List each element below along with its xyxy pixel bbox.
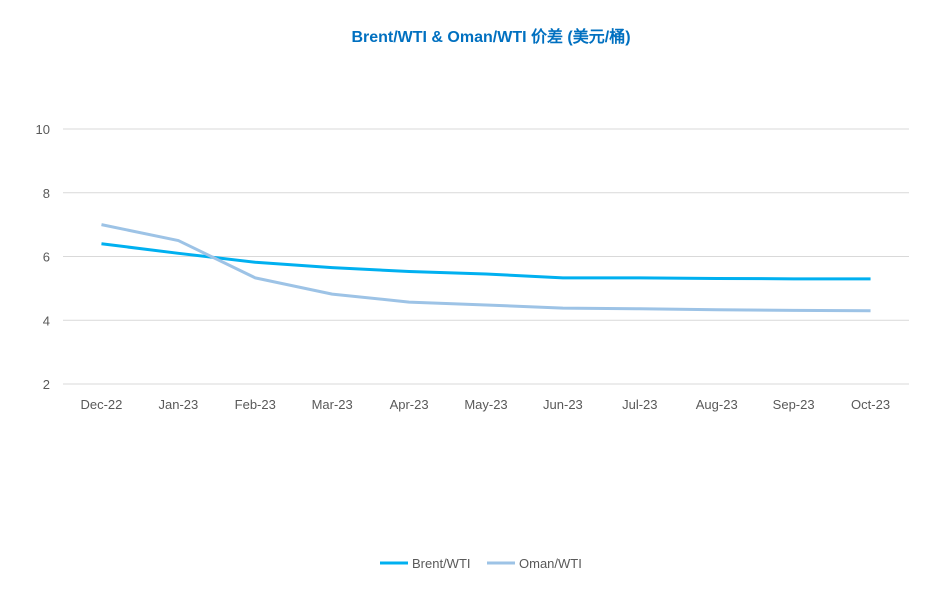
y-tick-label: 4 — [43, 313, 50, 328]
y-tick-label: 8 — [43, 186, 50, 201]
x-tick-label: Dec-22 — [80, 397, 122, 412]
x-tick-label: Sep-23 — [773, 397, 815, 412]
legend-label: Oman/WTI — [519, 556, 582, 571]
x-tick-label: Jul-23 — [622, 397, 657, 412]
series-line-oman-wti — [101, 223, 871, 313]
y-tick-label: 2 — [43, 377, 50, 392]
x-tick-label: Aug-23 — [696, 397, 738, 412]
y-tick-label: 10 — [36, 122, 50, 137]
legend-label: Brent/WTI — [412, 556, 471, 571]
x-tick-label: Jun-23 — [543, 397, 583, 412]
x-tick-label: Jan-23 — [158, 397, 198, 412]
x-tick-label: Feb-23 — [235, 397, 276, 412]
x-tick-label: May-23 — [464, 397, 507, 412]
chart-title: Brent/WTI & Oman/WTI 价差 (美元/桶) — [351, 27, 630, 46]
x-tick-label: Apr-23 — [390, 397, 429, 412]
x-tick-label: Oct-23 — [851, 397, 890, 412]
x-tick-label: Mar-23 — [312, 397, 353, 412]
series-line-brent-wti — [101, 242, 871, 281]
y-tick-label: 6 — [43, 250, 50, 265]
